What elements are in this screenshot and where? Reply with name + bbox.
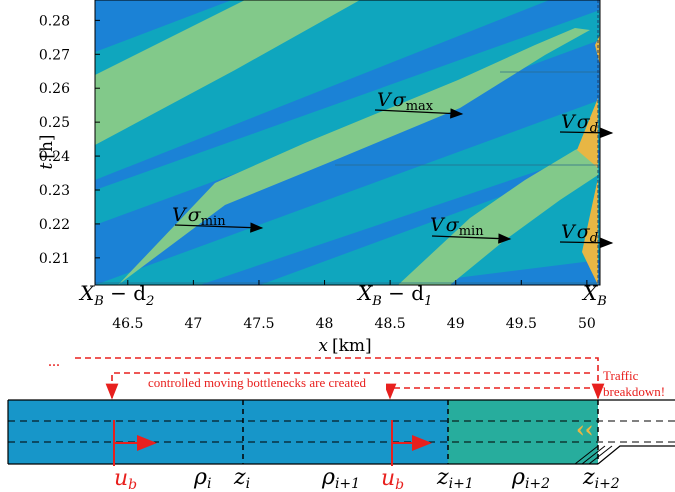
x-tick-label: 50 xyxy=(578,316,596,332)
road-segment-left xyxy=(8,400,448,464)
created-text: controlled moving bottlenecks are create… xyxy=(148,375,367,390)
x-tick-label: 49.5 xyxy=(506,316,537,332)
teal-band-4 xyxy=(95,10,600,225)
z-i1-label: zi+1 xyxy=(436,465,474,492)
red-dashed-path-left xyxy=(105,372,590,400)
label-xb: XB xyxy=(581,281,607,309)
y-tick-label: 0.23 xyxy=(39,183,70,199)
y-tick-label: 0.21 xyxy=(39,251,70,267)
arrow-v-sigma-min-right xyxy=(431,233,512,244)
y-axis-ticks: 0.21 0.22 0.23 0.24 0.25 0.26 0.27 0.28 xyxy=(39,13,100,267)
ub-label-1: ub xyxy=(114,466,137,492)
plot-area xyxy=(95,0,600,285)
chevron-icon: ‹‹ xyxy=(576,417,594,443)
ellipsis-text: ... xyxy=(48,353,60,370)
arrow-v-sigma-min-left xyxy=(174,222,264,233)
y-tick-label: 0.27 xyxy=(39,47,70,63)
x-tick-label: 48.5 xyxy=(375,316,406,332)
red-dashed-path-mid xyxy=(383,383,590,400)
x-tick-label: 48 xyxy=(316,316,334,332)
green-wedge-right xyxy=(398,140,598,285)
green-wedge-top xyxy=(95,0,360,145)
created-text-bg xyxy=(128,374,386,390)
teal-band-2 xyxy=(95,100,600,285)
y-tick-label: 0.28 xyxy=(39,13,70,29)
ramp-hatch-2 xyxy=(581,445,606,465)
y-tick-label: 0.25 xyxy=(39,115,70,131)
label-xb-minus-d1: XB − d1 xyxy=(356,281,432,309)
traffic-text-line1: Traffic xyxy=(603,368,639,383)
road-schematic: ... controlled moving bottlenecks are cr… xyxy=(7,353,675,492)
yellow-region-bottom xyxy=(582,178,598,285)
ramp-edge xyxy=(597,445,675,465)
rho-i2-label: ρi+2 xyxy=(511,465,550,492)
ub-label-2: ub xyxy=(381,466,404,492)
x-axis-ticks: 46.5 47 47.5 48 48.5 49 49.5 50 xyxy=(112,280,596,332)
ramp-hatch-1 xyxy=(574,445,599,465)
red-dashed-path-outer xyxy=(75,357,605,400)
x-axis-label: x [km] xyxy=(318,336,371,356)
plot-frame xyxy=(94,0,601,286)
rho-i1-label: ρi+1 xyxy=(321,465,360,492)
arrow-v-sigma-d-bottom xyxy=(559,237,614,248)
x-tick-label: 47 xyxy=(184,316,202,332)
arrow-v-sigma-d-top xyxy=(559,127,614,138)
y-axis-label: t[h] xyxy=(37,134,57,169)
green-wedge-middle xyxy=(118,28,590,285)
x-tick-label: 46.5 xyxy=(112,316,143,332)
traffic-text-line2: breakdown! xyxy=(603,384,665,399)
z-i-label: zi xyxy=(233,465,250,492)
ramp-hatch-3 xyxy=(588,445,613,465)
rho-i-label: ρi xyxy=(193,465,211,492)
y-tick-label: 0.24 xyxy=(39,149,70,165)
y-tick-label: 0.26 xyxy=(39,81,70,97)
annotation-arrows xyxy=(174,108,614,248)
x-tick-label: 47.5 xyxy=(243,316,274,332)
y-tick-label: 0.22 xyxy=(39,217,70,233)
z-i2-label: zi+2 xyxy=(582,465,620,492)
x-tick-label: 49 xyxy=(447,316,465,332)
label-xb-minus-d2: XB − d2 xyxy=(78,281,154,309)
arrow-v-sigma-max xyxy=(374,108,464,119)
road-segment-right xyxy=(448,400,598,464)
